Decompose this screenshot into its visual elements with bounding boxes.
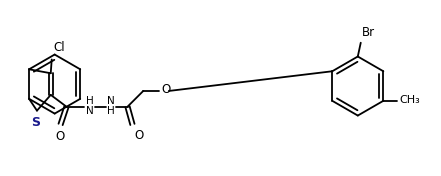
Text: Br: Br [362, 26, 375, 39]
Text: O: O [135, 129, 144, 142]
Text: S: S [31, 116, 41, 128]
Text: N
H: N H [107, 96, 115, 116]
Text: O: O [55, 130, 64, 143]
Text: CH₃: CH₃ [399, 95, 420, 105]
Text: H
N: H N [86, 96, 94, 116]
Text: O: O [161, 83, 170, 96]
Text: Cl: Cl [54, 40, 65, 54]
